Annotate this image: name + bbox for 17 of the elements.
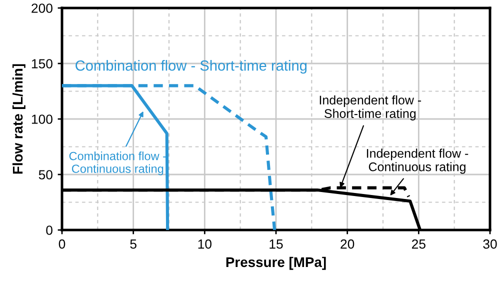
x-tick-label: 5: [130, 240, 136, 249]
x-tick-label: 10: [198, 239, 212, 249]
y-tick-label: 200: [32, 4, 52, 13]
y-tick-label: 50: [38, 170, 52, 180]
x-tick-label: 20: [340, 239, 354, 249]
x-tick-label: 25: [412, 239, 426, 249]
y-axis-title: Flow rate [L/min]: [12, 64, 26, 174]
annotation: Independent flow - Short-time rating: [320, 95, 422, 120]
y-tick-label: 150: [32, 59, 52, 68]
x-axis-title: Pressure [MPa]: [226, 256, 326, 270]
x-tick-label: 0: [58, 239, 66, 249]
annotation: Combination flow - Short-time rating: [76, 60, 307, 74]
y-tick-label: 100: [32, 114, 52, 124]
x-tick-label: 15: [270, 240, 283, 249]
annotation: Independent flow - Continuous rating: [366, 148, 468, 174]
y-tick-label: 0: [46, 226, 52, 235]
x-tick-label: 30: [483, 239, 497, 249]
